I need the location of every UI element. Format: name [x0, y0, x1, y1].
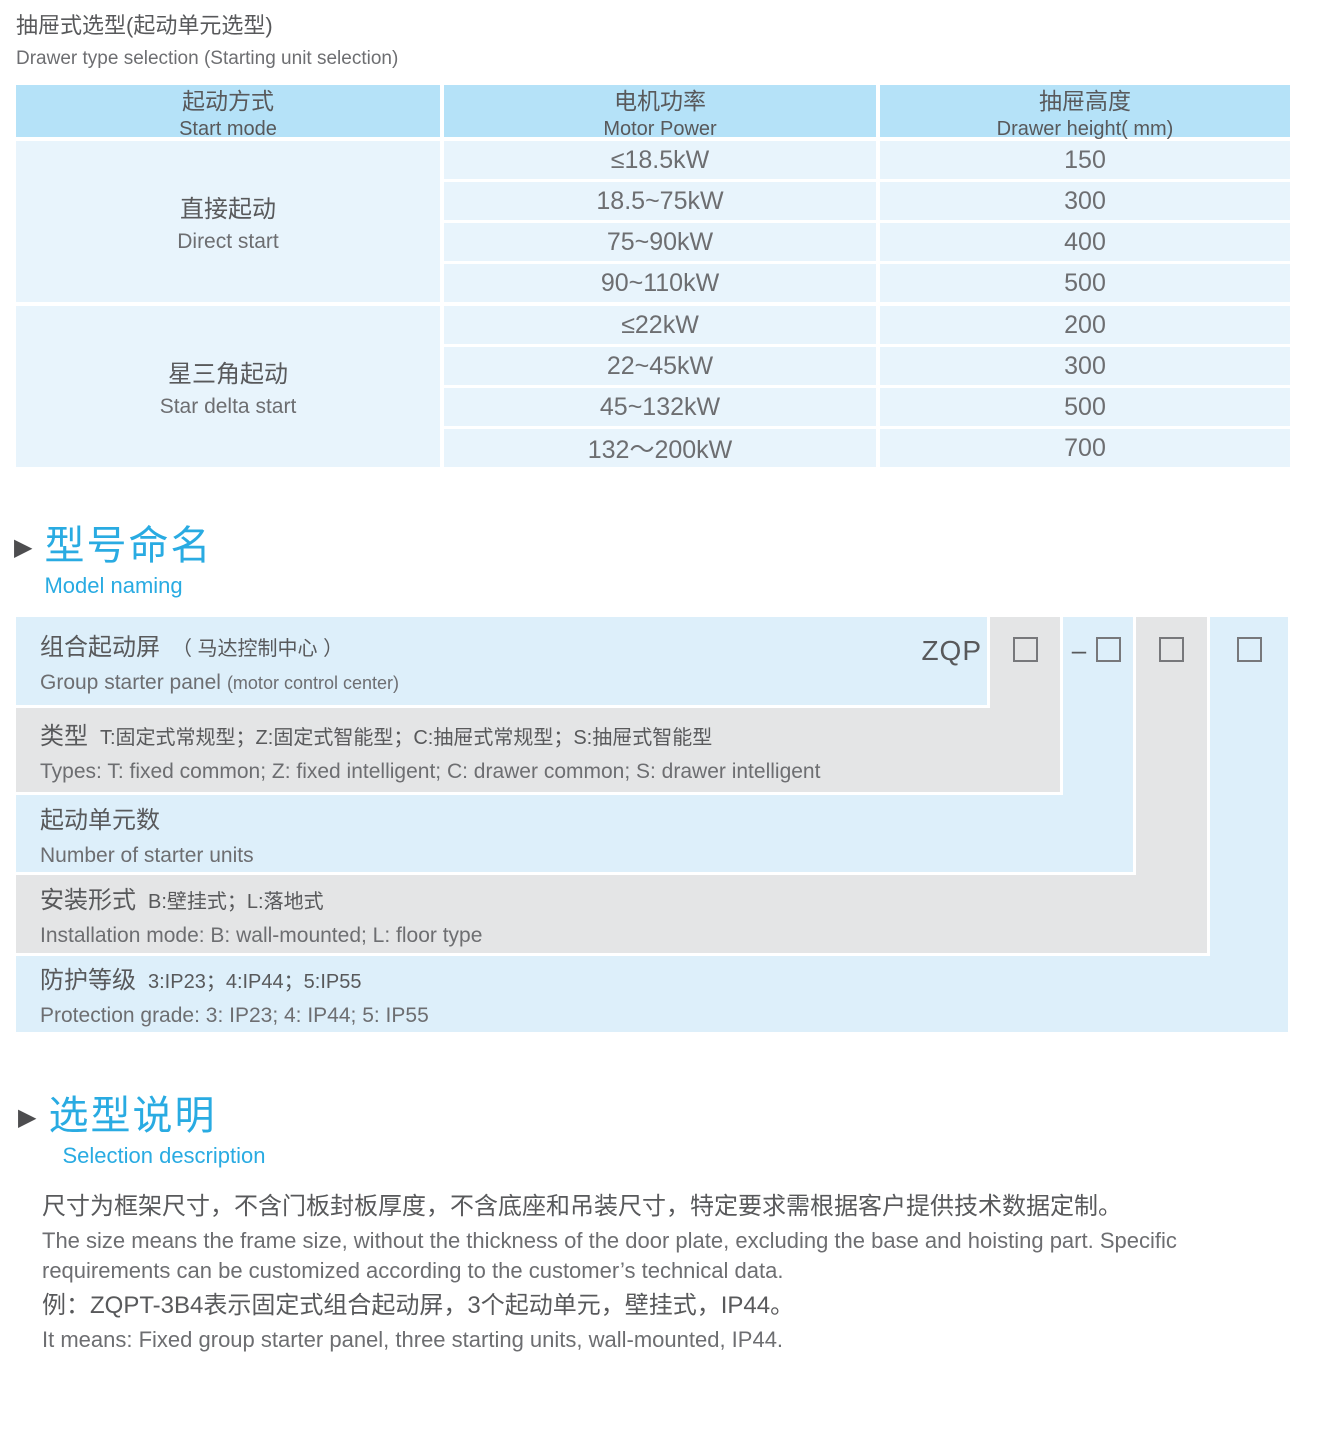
naming-row-types: 类型 T:固定式常规型；Z:固定式智能型；C:抽屉式常规型；S:抽屉式智能型 Ty…	[16, 708, 1060, 792]
drawer-height-cell: 400	[880, 223, 1290, 261]
placeholder-box-type	[1013, 637, 1038, 662]
naming-row-zh-label: 安装形式	[40, 887, 136, 914]
selection-description-text: 尺寸为框架尺寸，不含门板封板厚度，不含底座和吊装尺寸，特定要求需根据客户提供技术…	[42, 1190, 1294, 1358]
motor-power-column: ≤22kW 22~45kW 45~132kW 132～200kW	[444, 306, 876, 467]
naming-row-zh: 安装形式 B:壁挂式；L:落地式	[40, 880, 1207, 915]
naming-row-starter-units: 起动单元数 Number of starter units	[16, 795, 1133, 872]
section-heading-text: 型号命名 Model naming	[44, 524, 212, 599]
naming-row-en-label: Protection grade: 3: IP23; 4: IP44; 5: I…	[40, 1004, 429, 1027]
naming-row-zh: 类型 T:固定式常规型；Z:固定式智能型；C:抽屉式常规型；S:抽屉式智能型	[40, 716, 1060, 751]
page-title: 抽屉式选型(起动单元选型) Drawer type selection (Sta…	[16, 8, 398, 70]
naming-row-en-label: Installation mode: B: wall-mounted; L: f…	[40, 924, 483, 947]
naming-row-en-detail: (motor control center)	[226, 673, 399, 693]
drawer-height-column: 150 300 400 500	[880, 141, 1290, 302]
placeholder-box-protection	[1237, 637, 1262, 662]
drawer-selection-table: 起动方式 Start mode 电机功率 Motor Power 抽屉高度 Dr…	[16, 85, 1290, 467]
header-drawer-height-zh: 抽屉高度	[1039, 87, 1131, 114]
table-header-row: 起动方式 Start mode 电机功率 Motor Power 抽屉高度 Dr…	[16, 85, 1290, 140]
selection-note-zh: 尺寸为框架尺寸，不含门板封板厚度，不含底座和吊装尺寸，特定要求需根据客户提供技术…	[42, 1193, 1122, 1220]
motor-power-cell: 22~45kW	[444, 347, 876, 385]
table-header-drawer-height: 抽屉高度 Drawer height( mm)	[880, 85, 1290, 140]
naming-row-en: Protection grade: 3: IP23; 4: IP44; 5: I…	[40, 1004, 1288, 1028]
section-heading-text: 选型说明 Selection description	[48, 1094, 265, 1169]
motor-power-cell: 132～200kW	[444, 429, 876, 467]
start-mode-en: Direct start	[177, 230, 279, 253]
naming-row-zh-detail: T:固定式常规型；Z:固定式智能型；C:抽屉式常规型；S:抽屉式智能型	[100, 727, 713, 749]
placeholder-box-installation	[1159, 637, 1184, 662]
naming-row-zh: 组合起动屏 （ 马达控制中心 ）	[40, 627, 987, 662]
section-heading-en: Selection description	[62, 1143, 266, 1168]
naming-row-zh: 防护等级 3:IP23；4:IP44；5:IP55	[40, 960, 1288, 995]
triangle-bullet-icon: ▶	[14, 534, 33, 561]
start-mode-cell-direct: 直接起动 Direct start	[16, 141, 440, 302]
start-mode-zh: 直接起动	[180, 196, 276, 223]
naming-row-group-starter-panel: 组合起动屏 （ 马达控制中心 ） Group starter panel (moto…	[16, 617, 987, 705]
motor-power-cell: 75~90kW	[444, 223, 876, 261]
start-mode-en: Star delta start	[159, 395, 297, 418]
start-mode-zh: 星三角起动	[168, 361, 288, 388]
page-title-zh: 抽屉式选型(起动单元选型)	[16, 13, 273, 38]
naming-row-zh: 起动单元数	[40, 800, 1133, 835]
naming-row-en: Types: T: fixed common; Z: fixed intelli…	[40, 760, 1060, 784]
section-heading-selection-description: ▶ 选型说明 Selection description	[18, 1094, 265, 1169]
drawer-height-cell: 500	[880, 388, 1290, 426]
drawer-height-cell: 200	[880, 306, 1290, 344]
table-header-start-mode: 起动方式 Start mode	[16, 85, 440, 140]
section-heading-model-naming: ▶ 型号命名 Model naming	[14, 524, 212, 599]
motor-power-column: ≤18.5kW 18.5~75kW 75~90kW 90~110kW	[444, 141, 876, 302]
triangle-bullet-icon: ▶	[18, 1104, 37, 1131]
table-group-direct-start: 直接起动 Direct start ≤18.5kW 18.5~75kW 75~9…	[16, 141, 1290, 302]
naming-row-en: Number of starter units	[40, 844, 1133, 868]
naming-row-zh-detail: B:壁挂式；L:落地式	[148, 891, 324, 913]
model-code-prefix: ZQP	[921, 635, 982, 666]
start-mode-cell-star-delta: 星三角起动 Star delta start	[16, 306, 440, 467]
motor-power-cell: ≤22kW	[444, 306, 876, 344]
naming-row-en-label: Group starter panel	[40, 671, 221, 694]
header-drawer-height-en: Drawer height( mm)	[996, 117, 1174, 140]
selection-note-en: The size means the frame size, without t…	[42, 1228, 1177, 1283]
section-heading-en: Model naming	[44, 573, 183, 598]
table-header-motor-power: 电机功率 Motor Power	[444, 85, 876, 140]
motor-power-cell: 45~132kW	[444, 388, 876, 426]
header-motor-power-zh: 电机功率	[614, 87, 706, 114]
drawer-height-cell: 150	[880, 141, 1290, 179]
naming-row-en-label: Types: T: fixed common; Z: fixed intelli…	[40, 760, 821, 783]
naming-row-zh-detail: （ 马达控制中心 ）	[172, 638, 344, 660]
header-start-mode-en: Start mode	[179, 117, 277, 140]
drawer-height-cell: 700	[880, 429, 1290, 467]
drawer-height-cell: 300	[880, 347, 1290, 385]
motor-power-cell: ≤18.5kW	[444, 141, 876, 179]
section-heading-zh: 选型说明	[48, 1094, 217, 1138]
naming-row-zh-label: 类型	[40, 723, 88, 750]
naming-row-zh-label: 防护等级	[40, 967, 136, 994]
placeholder-box-units	[1096, 637, 1121, 662]
drawer-height-cell: 300	[880, 182, 1290, 220]
naming-row-en: Installation mode: B: wall-mounted; L: f…	[40, 924, 1207, 948]
section-heading-zh: 型号命名	[44, 524, 213, 568]
motor-power-cell: 18.5~75kW	[444, 182, 876, 220]
header-start-mode-zh: 起动方式	[182, 87, 274, 114]
naming-row-protection-grade: 防护等级 3:IP23；4:IP44；5:IP55 Protection grad…	[16, 956, 1288, 1032]
selection-example-zh: 例：ZQPT-3B4表示固定式组合起动屏，3个起动单元，壁挂式，IP44。	[42, 1292, 795, 1319]
table-group-star-delta: 星三角起动 Star delta start ≤22kW 22~45kW 45~…	[16, 306, 1290, 467]
drawer-height-column: 200 300 500 700	[880, 306, 1290, 467]
drawer-height-cell: 500	[880, 264, 1290, 302]
naming-row-installation-mode: 安装形式 B:壁挂式；L:落地式 Installation mode: B: wa…	[16, 875, 1207, 953]
motor-power-cell: 90~110kW	[444, 264, 876, 302]
page-title-en: Drawer type selection (Starting unit sel…	[16, 48, 399, 69]
naming-row-zh-label: 起动单元数	[40, 806, 160, 834]
naming-row-en-label: Number of starter units	[40, 843, 254, 867]
model-naming-diagram: 组合起动屏 （ 马达控制中心 ） Group starter panel (moto…	[16, 617, 1288, 1032]
naming-row-en: Group starter panel (motor control center…	[40, 671, 987, 695]
selection-example-en: It means: Fixed group starter panel, thr…	[42, 1327, 784, 1352]
header-motor-power-en: Motor Power	[603, 117, 717, 140]
model-code-dash: –	[1071, 635, 1087, 665]
naming-row-zh-label: 组合起动屏	[40, 634, 160, 661]
naming-row-zh-detail: 3:IP23；4:IP44；5:IP55	[148, 971, 362, 993]
